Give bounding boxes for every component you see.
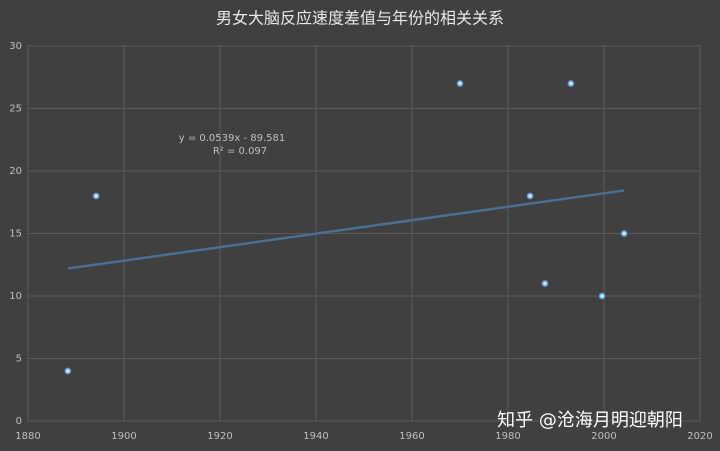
point [620,230,628,237]
y-tick-label: 10 [9,291,22,302]
trendline [67,189,625,270]
point [92,192,100,200]
trend-equation: y = 0.0539x - 89.581 [179,133,286,144]
point [526,192,534,200]
x-tick-label: 2020 [687,431,712,442]
x-tick-label: 1880 [15,431,40,442]
point [541,280,549,287]
x-tick-label: 1900 [111,431,136,442]
point [598,292,606,300]
point [456,80,464,87]
trend-r2: R² = 0.097 [213,146,267,157]
y-tick-label: 25 [9,104,22,115]
point [64,367,72,375]
x-tick-label: 1940 [303,431,328,442]
y-tick-label: 5 [16,354,22,365]
x-tick-label: 1960 [399,431,424,442]
y-tick-label: 20 [9,166,22,177]
watermark: 知乎 @沧海月明迎朝阳 [497,410,683,431]
y-tick-label: 15 [9,229,22,240]
y-tick-label: 30 [9,41,22,52]
point [567,80,575,87]
x-tick-label: 2000 [591,431,616,442]
chart-title: 男女大脑反应速度差值与年份的相关关系 [216,9,504,28]
x-tick-label: 1980 [495,431,520,442]
y-tick-label: 0 [16,416,22,427]
x-tick-label: 1920 [207,431,232,442]
